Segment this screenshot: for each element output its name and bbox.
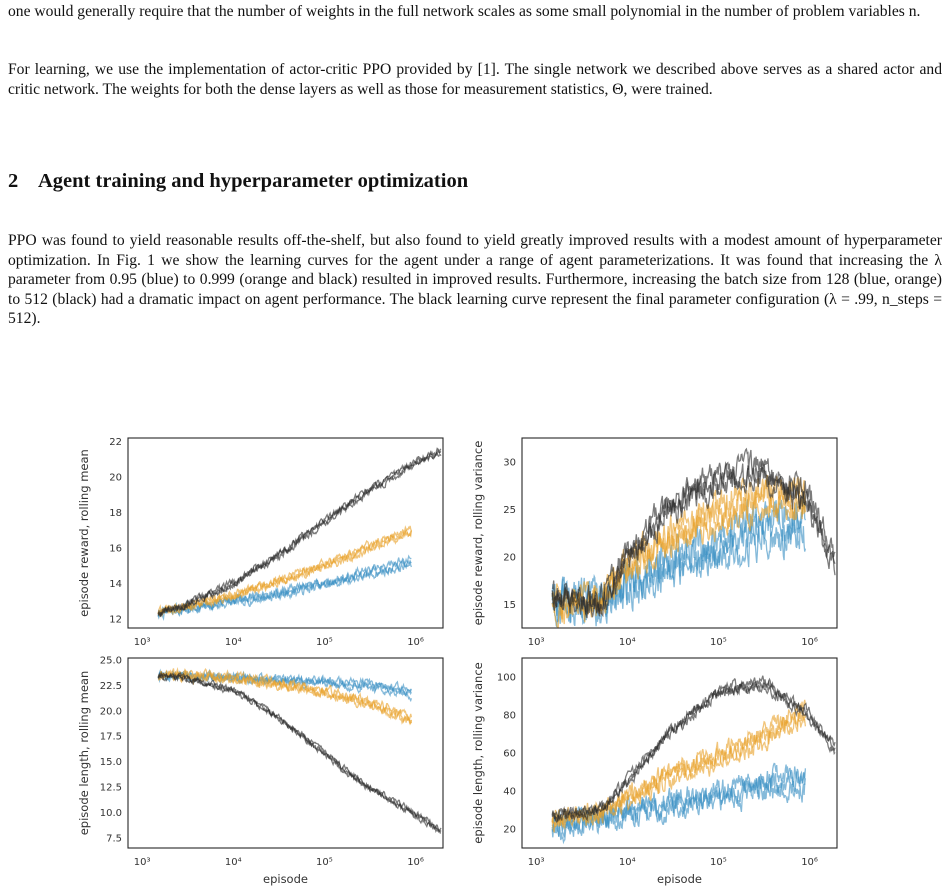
y-axis-label: episode length, rolling variance [471,662,485,843]
x-tick-label: 10⁵ [710,857,727,868]
series-line-black [551,675,836,822]
y-tick-label: 22 [109,437,122,448]
y-tick-label: 60 [503,749,516,760]
section-heading: 2 Agent training and hyperparameter optim… [8,170,468,193]
series-line-orange [157,525,413,615]
x-tick-label: 10³ [134,857,151,868]
subplot-2: 15 20 25 30 10³ 10⁴ 10⁵ 10⁶ episode reward, roll… [471,437,838,648]
y-axis-label: episode length, rolling mean [77,671,91,836]
x-tick-label: 10³ [134,637,151,648]
y-tick-label: 10.0 [100,808,122,819]
y-tick-label: 22.5 [100,681,122,692]
y-tick-label: 7.5 [106,833,122,844]
x-tick-label: 10⁵ [710,637,727,648]
y-axis-label: episode reward, rolling mean [77,449,91,617]
x-axis-label: episode [263,872,308,886]
y-tick-label: 17.5 [100,732,122,743]
x-tick-label: 10⁶ [801,637,818,648]
y-axis-label: episode reward, rolling variance [471,441,485,626]
axes-frame [127,437,444,629]
x-tick-label: 10⁴ [225,857,242,868]
series-group [157,447,442,621]
x-tick-label: 10⁵ [316,857,333,868]
x-tick-label: 10⁴ [225,637,242,648]
section-number: 2 [8,170,19,192]
x-tick-label: 10⁴ [619,857,636,868]
series-group [157,667,442,834]
y-tick-label: 15 [503,600,516,611]
axes-frame [521,657,838,849]
y-tick-label: 20 [503,825,516,836]
y-tick-label: 25.0 [100,656,122,667]
axes-frame [521,437,838,629]
paragraph-learning: For learning, we use the implementation … [8,61,942,98]
y-tick-label: 30 [503,457,516,468]
series-group [551,447,836,628]
y-tick-label: 12.5 [100,783,122,794]
y-tick-label: 14 [109,579,122,590]
y-tick-label: 15.0 [100,757,122,768]
series-group [551,675,836,845]
y-tick-label: 80 [503,711,516,722]
series-line-orange [157,668,413,722]
series-line-black [157,447,442,618]
axes-frame [127,657,444,849]
x-tick-label: 10³ [528,857,545,868]
series-line-black [551,681,836,823]
y-tick-label: 20.0 [100,706,122,717]
x-tick-label: 10⁴ [619,637,636,648]
series-line-black [551,447,836,614]
subplot-1: 12 14 16 18 20 22 10³ 10⁴ 10⁵ 10⁶ episode reward, … [77,437,444,648]
paragraph-agent-training: PPO was found to yield reasonable result… [8,232,942,327]
x-tick-label: 10³ [528,637,545,648]
x-axis-label: episode [657,872,702,886]
x-tick-label: 10⁶ [407,637,424,648]
y-tick-label: 20 [109,473,122,484]
series-line-black [157,672,442,834]
y-tick-label: 100 [497,673,516,684]
x-tick-label: 10⁵ [316,637,333,648]
series-line-black [157,671,442,832]
paragraph-network-scaling: one would generally require that the num… [8,3,921,20]
y-tick-label: 40 [503,787,516,798]
y-tick-label: 20 [503,552,516,563]
subplot-3: 7.5 10.0 12.5 15.0 17.5 20.0 22.5 25.0 10³ 10⁴ 10⁵… [77,656,444,886]
y-tick-label: 16 [109,544,122,555]
y-tick-label: 25 [503,505,516,516]
y-tick-label: 18 [109,508,122,519]
subplot-4: 20 40 60 80 100 10³ 10⁴ 10⁵ 10⁶ episode length, r… [471,657,838,886]
y-tick-label: 12 [109,615,122,626]
section-title: Agent training and hyperparameter optimi… [38,170,469,192]
series-line-orange [551,699,807,826]
series-line-orange [551,474,807,615]
series-line-blue [157,554,412,617]
x-tick-label: 10⁶ [407,857,424,868]
x-tick-label: 10⁶ [801,857,818,868]
figure-learning-curves: 12 14 16 18 20 22 10³ 10⁴ 10⁵ 10⁶ episode reward, … [77,437,838,886]
